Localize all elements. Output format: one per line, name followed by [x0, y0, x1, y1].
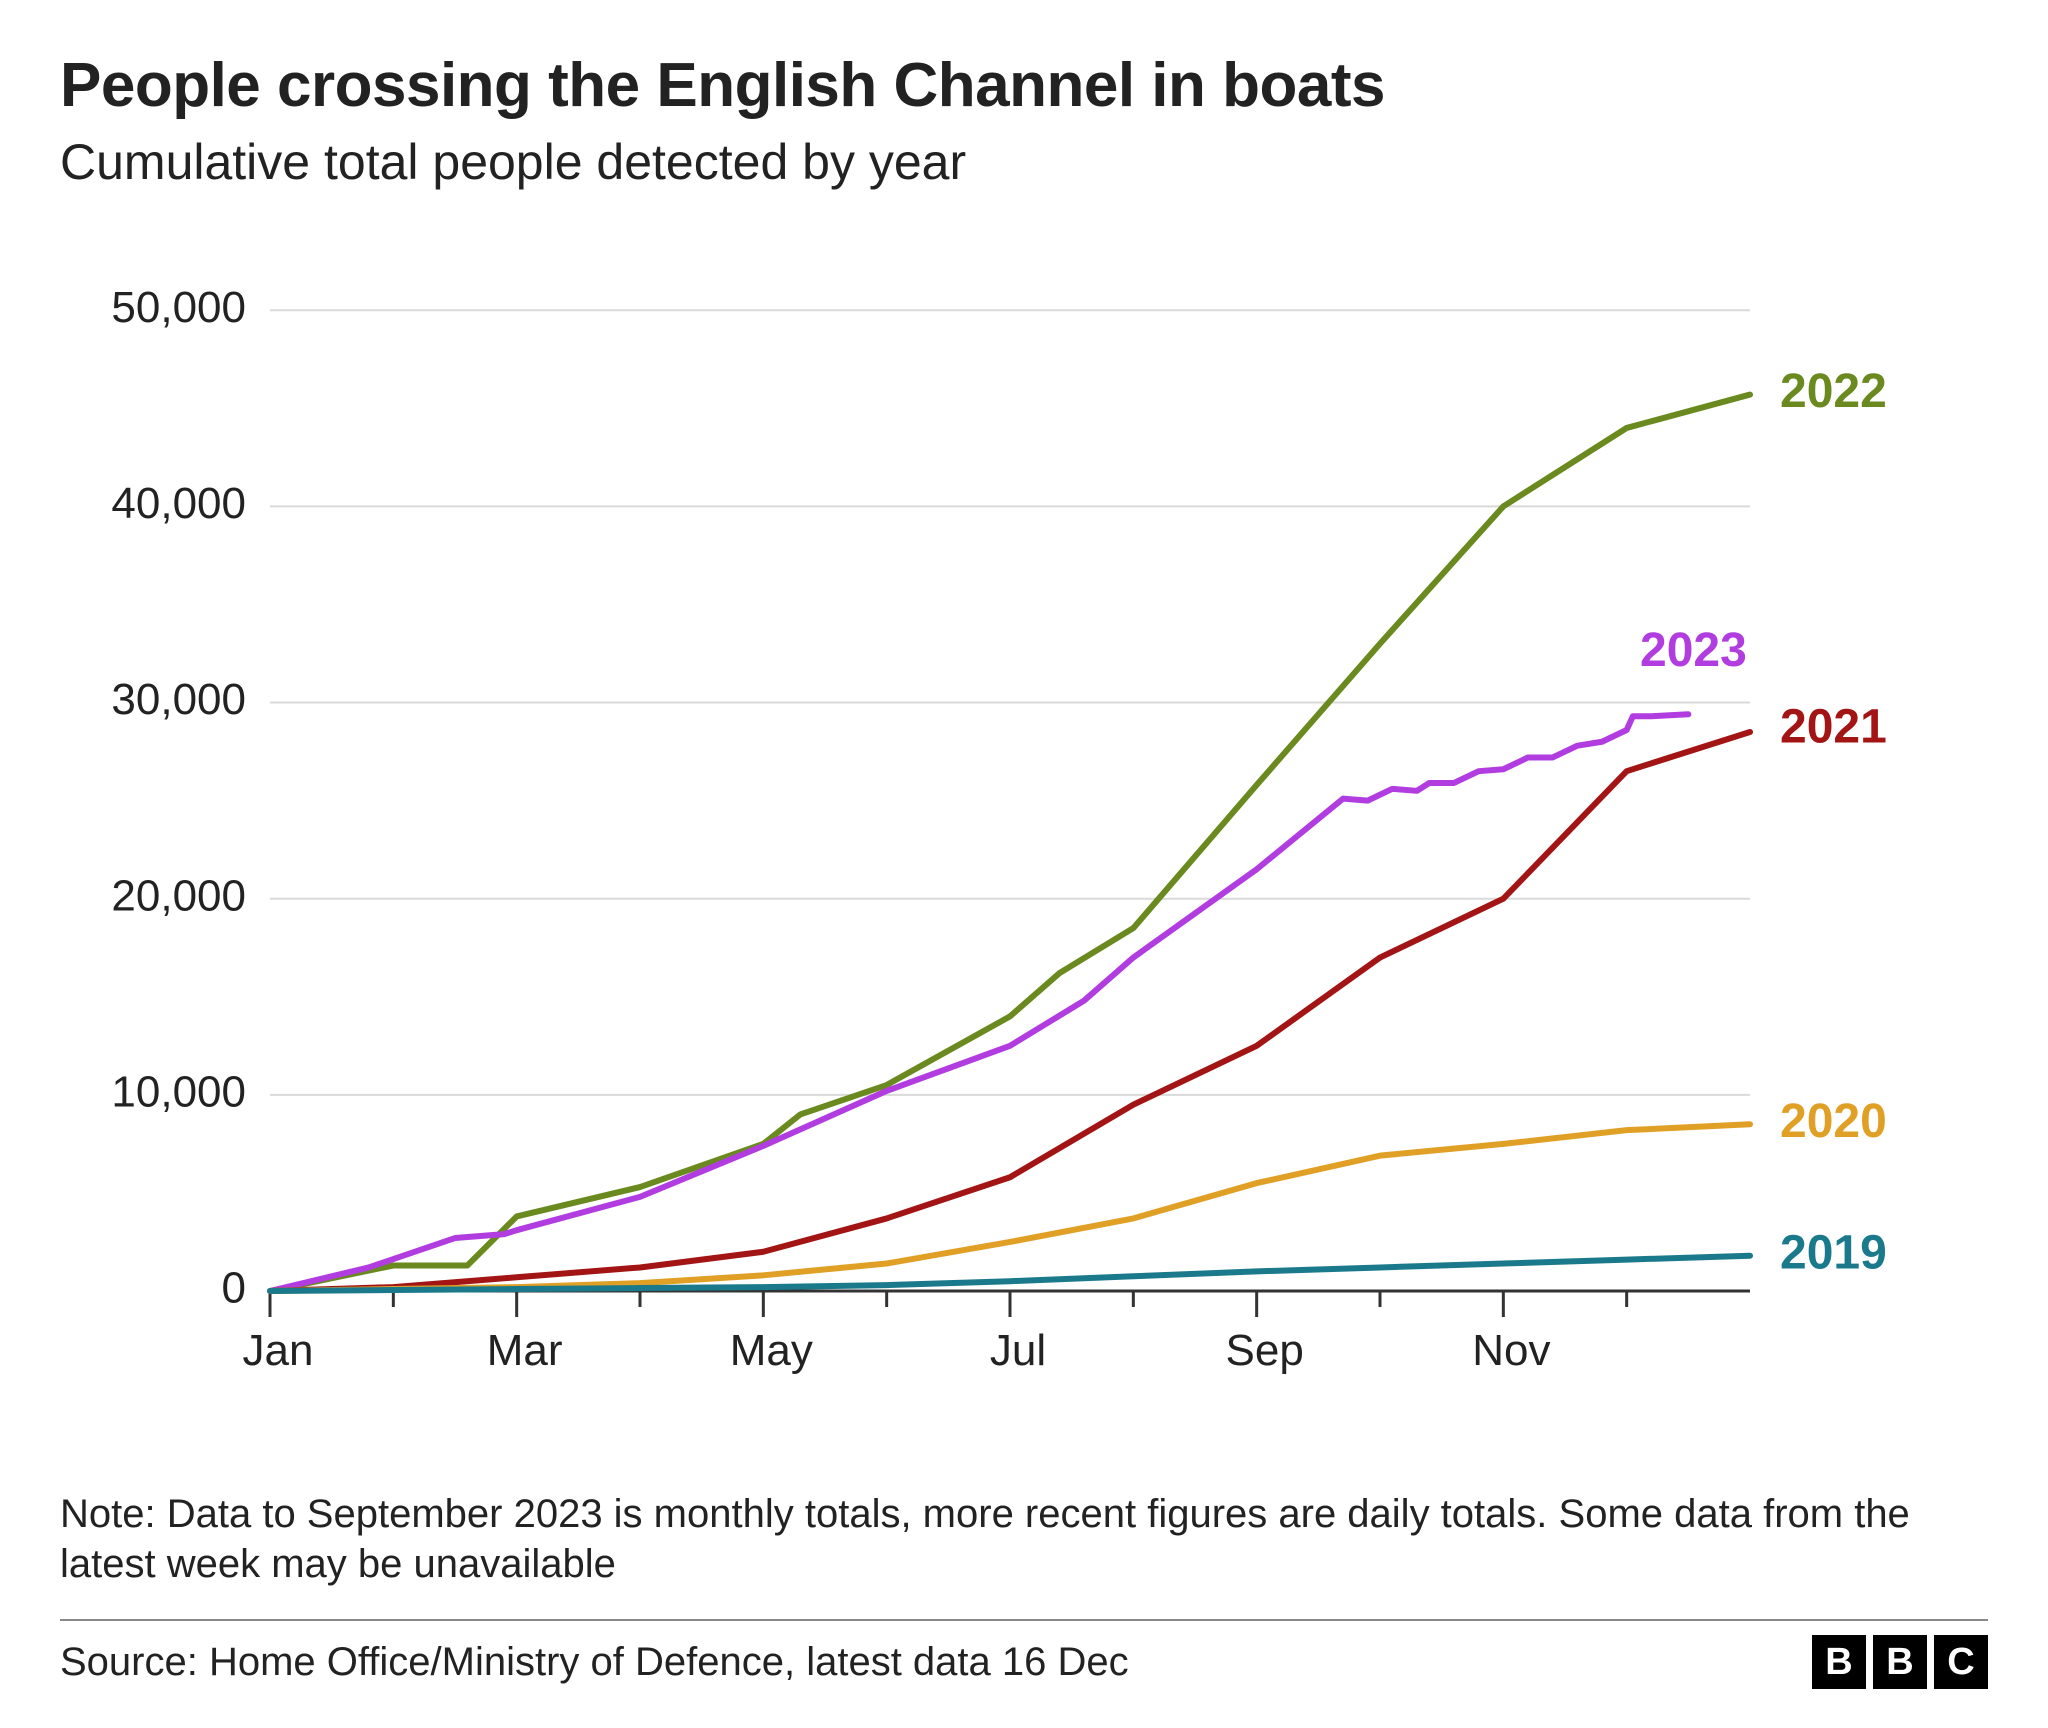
series-label-2019: 2019	[1780, 1226, 1887, 1279]
svg-text:Mar: Mar	[487, 1326, 563, 1375]
svg-text:Sep: Sep	[1226, 1326, 1304, 1375]
bbc-logo: B B C	[1812, 1635, 1988, 1689]
series-2021	[270, 732, 1750, 1291]
chart-footer: Source: Home Office/Ministry of Defence,…	[60, 1635, 1988, 1689]
svg-text:May: May	[730, 1326, 813, 1375]
bbc-logo-letter: C	[1934, 1635, 1988, 1689]
svg-text:40,000: 40,000	[111, 479, 246, 528]
bbc-logo-letter: B	[1873, 1635, 1927, 1689]
chart-container: 0 10,000 20,000 30,000 40,000 50,000 Jan Mar May…	[60, 241, 1980, 1441]
series-label-2021: 2021	[1780, 701, 1887, 754]
svg-text:20,000: 20,000	[111, 871, 246, 920]
series-2022	[270, 395, 1750, 1291]
series-label-2022: 2022	[1780, 365, 1887, 418]
svg-text:Nov: Nov	[1472, 1326, 1550, 1375]
chart-note: Note: Data to September 2023 is monthly …	[60, 1489, 1988, 1589]
bbc-logo-letter: B	[1812, 1635, 1866, 1689]
svg-text:Jan: Jan	[243, 1326, 314, 1375]
footer-divider	[60, 1619, 1988, 1621]
svg-text:50,000: 50,000	[111, 283, 246, 332]
series-2023	[270, 714, 1688, 1291]
chart-title: People crossing the English Channel in b…	[60, 50, 1988, 121]
series-2020	[270, 1124, 1750, 1291]
svg-text:Jul: Jul	[990, 1326, 1046, 1375]
line-chart: 0 10,000 20,000 30,000 40,000 50,000 Jan Mar May…	[60, 241, 1980, 1441]
svg-text:10,000: 10,000	[111, 1067, 246, 1116]
chart-subtitle: Cumulative total people detected by year	[60, 133, 1988, 191]
source-text: Source: Home Office/Ministry of Defence,…	[60, 1640, 1129, 1685]
series-label-2020: 2020	[1780, 1095, 1887, 1148]
series-label-2023: 2023	[1640, 624, 1747, 677]
svg-text:0: 0	[222, 1264, 246, 1313]
svg-text:30,000: 30,000	[111, 675, 246, 724]
